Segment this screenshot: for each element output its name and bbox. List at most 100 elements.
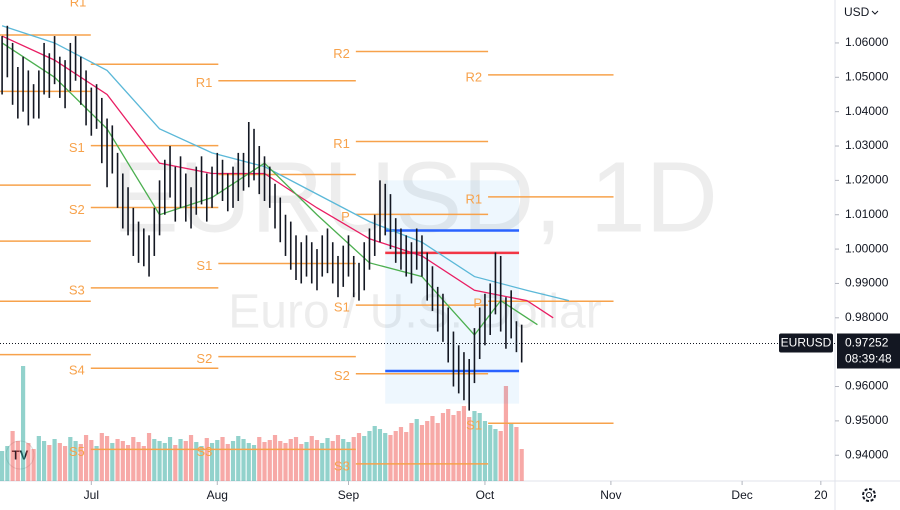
volume-bar [430, 416, 435, 481]
volume-bar [435, 423, 440, 481]
pivot-label: R1 [465, 191, 482, 206]
volume-bar [362, 436, 367, 481]
y-tick-label: 1.01000 [845, 207, 889, 221]
y-tick-label: 1.06000 [845, 35, 889, 49]
volume-bar [68, 437, 73, 481]
volume-bar [314, 440, 320, 481]
volume-bar [519, 449, 524, 481]
volume-bar [62, 446, 68, 481]
symbol-label: EURUSD [781, 336, 832, 350]
moving-average [1, 35, 554, 319]
volume-bar [99, 433, 104, 481]
volume-bar [115, 439, 120, 481]
volume-bar [209, 443, 215, 481]
volume-bar [104, 436, 110, 481]
volume-bar [514, 427, 519, 481]
volume-bar [89, 440, 94, 481]
y-tick-label: 0.94000 [845, 447, 889, 461]
y-tick-label: 1.03000 [845, 138, 889, 152]
volume-bar [503, 386, 509, 481]
last-price-label: 0.97252 [845, 336, 889, 350]
volume-bar [5, 446, 10, 481]
volume-bar [73, 441, 78, 481]
volume-bar [293, 437, 299, 481]
volume-bar [456, 411, 461, 481]
volume-bar [346, 442, 351, 481]
volume-bar [241, 439, 246, 481]
pivot-label: P [341, 209, 350, 224]
pivot-label: R2 [333, 46, 350, 61]
volume-bar [325, 438, 330, 481]
countdown-label: 08:39:48 [845, 352, 892, 366]
volume-bar [446, 409, 451, 481]
volume-bar [482, 421, 488, 481]
moving-average [1, 25, 570, 302]
volume-bar [451, 415, 456, 481]
watermark-group: EURUSD, 1D Euro / U.S. Dollar [112, 141, 718, 338]
volume-bar [110, 443, 115, 481]
volume-bar [251, 445, 257, 481]
watermark-sub: Euro / U.S. Dollar [228, 286, 601, 339]
pivot-label: R1 [70, 0, 87, 9]
y-tick-label: 1.05000 [845, 69, 889, 83]
pivot-label: P [473, 296, 482, 311]
volume-bar [335, 435, 341, 481]
pivot-label: S3 [69, 282, 85, 297]
moving-average [1, 42, 538, 336]
y-tick-label: 0.95000 [845, 413, 889, 427]
pivot-label: S5 [69, 444, 85, 459]
volume-bar [404, 432, 409, 481]
volume-bar [194, 442, 199, 481]
x-tick-label: Sep [338, 488, 360, 502]
volume-bar [146, 433, 152, 481]
settings[interactable] [862, 488, 876, 502]
volume-bar [204, 438, 209, 481]
volume-bar [498, 431, 503, 481]
volume-bar [262, 442, 267, 481]
volume-bar [131, 437, 136, 481]
volume-bar [230, 441, 236, 481]
volume-bar [141, 446, 146, 481]
volume-bar [393, 431, 398, 481]
pivot-label: S3 [334, 458, 350, 473]
currency[interactable]: USD [844, 5, 870, 19]
currency-caret[interactable] [871, 10, 879, 15]
x-tick-label: Aug [207, 488, 228, 502]
y-tick-label: 1.04000 [845, 104, 889, 118]
volume-bar [398, 427, 404, 481]
volume-bar [278, 441, 283, 481]
volume-bar [136, 442, 141, 481]
y-tick-label: 0.98000 [845, 310, 889, 324]
pivot-label: S3 [196, 444, 212, 459]
volume-bar [283, 443, 288, 481]
volume-bar [472, 411, 477, 481]
x-tick-label: Jul [84, 488, 99, 502]
volume-bar [414, 419, 419, 481]
volume-bar [419, 425, 425, 481]
volume-bar [36, 436, 41, 481]
volume-bar [425, 421, 430, 481]
volume-bar [173, 445, 178, 481]
volume-bar [199, 446, 204, 481]
profile-area [385, 180, 520, 404]
volume-bar [320, 443, 325, 481]
volume-bar [440, 413, 446, 481]
volume-bar [488, 425, 493, 481]
volume-bar [183, 441, 188, 481]
volume-bar [10, 431, 15, 481]
pivot-label: S2 [334, 368, 350, 383]
volume-bar [236, 436, 241, 481]
volume-bar [157, 441, 162, 481]
pivot-label: S1 [466, 418, 482, 433]
volume-bar [167, 437, 173, 481]
y-tick-label: 1.00000 [845, 241, 889, 255]
volume-bar [225, 444, 230, 481]
x-tick-label: Nov [600, 488, 621, 502]
volume-bar [509, 423, 514, 481]
volume-bar [304, 442, 309, 481]
volume-bar [257, 437, 262, 481]
volume-bar [47, 445, 52, 481]
volume-bar [125, 445, 131, 481]
pivot-label: S4 [69, 363, 85, 378]
